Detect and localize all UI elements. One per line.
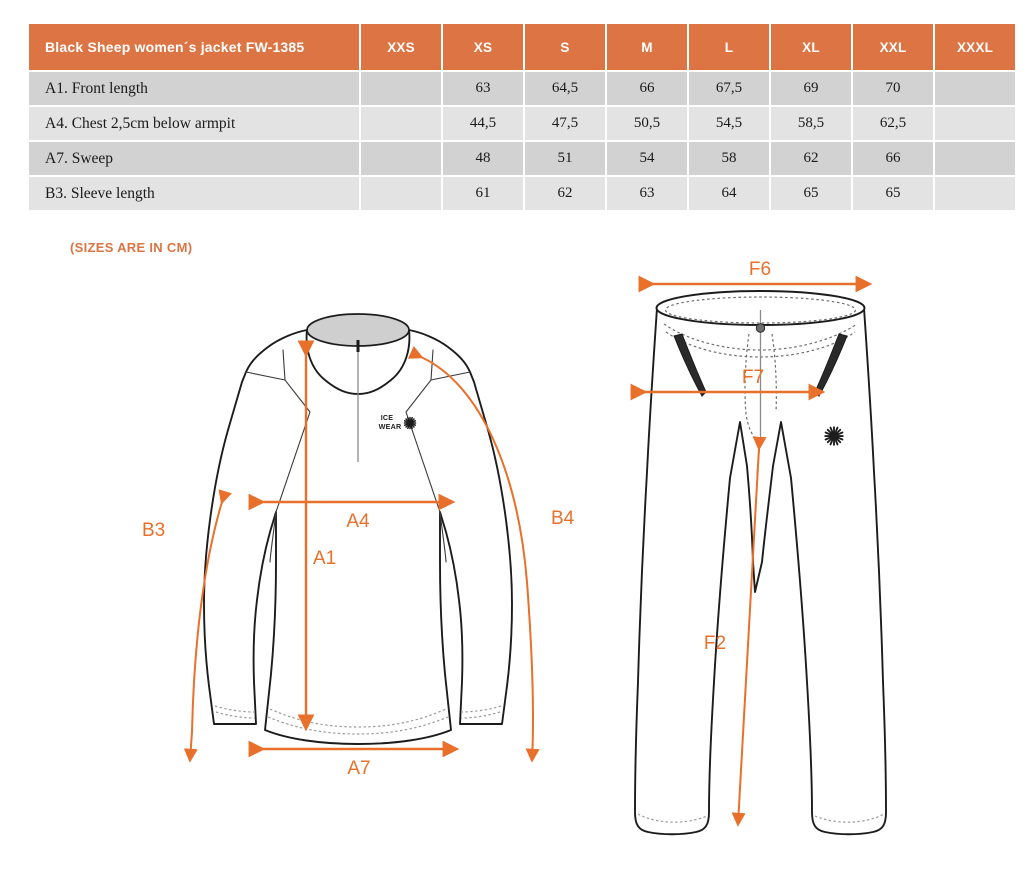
row-label: A1. Front length: [29, 72, 359, 105]
column-header-l: L: [689, 24, 769, 70]
cell-value: 54,5: [689, 107, 769, 140]
cell-value: 65: [771, 177, 851, 210]
table-title: Black Sheep women´s jacket FW-1385: [29, 24, 359, 70]
measure-arrow-b3: B3: [142, 489, 232, 763]
row-label: A4. Chest 2,5cm below armpit: [29, 107, 359, 140]
cell-value: 61: [443, 177, 523, 210]
measure-label-a4: A4: [346, 511, 370, 532]
row-label: B3. Sleeve length: [29, 177, 359, 210]
cell-value: [361, 72, 441, 105]
table-header-row: Black Sheep women´s jacket FW-1385 XXS X…: [29, 24, 1015, 70]
svg-text:ICE: ICE: [381, 413, 394, 422]
measure-label-f6: F6: [749, 259, 771, 280]
measure-arrow-a7: A7: [248, 740, 460, 779]
jacket-diagram: ICE WEAR: [110, 262, 610, 887]
cell-value: [361, 107, 441, 140]
cell-value: [361, 177, 441, 210]
cell-value: [361, 142, 441, 175]
table-row: A7. Sweep 48 51 54 58 62 66: [29, 142, 1015, 175]
units-note: (SIZES ARE IN CM): [70, 240, 193, 255]
cell-value: 47,5: [525, 107, 605, 140]
size-chart-table: Black Sheep women´s jacket FW-1385 XXS X…: [27, 22, 1015, 212]
measure-arrow-a1: A1: [297, 340, 336, 732]
cell-value: 58,5: [771, 107, 851, 140]
table-row: B3. Sleeve length 61 62 63 64 65 65: [29, 177, 1015, 210]
cell-value: 69: [771, 72, 851, 105]
cell-value: 62,5: [853, 107, 933, 140]
measurements-table: Black Sheep women´s jacket FW-1385 XXS X…: [27, 22, 1017, 212]
cell-value: [935, 107, 1015, 140]
cell-value: 50,5: [607, 107, 687, 140]
column-header-xxs: XXS: [361, 24, 441, 70]
cell-value: 64,5: [525, 72, 605, 105]
measure-label-f7: F7: [742, 367, 764, 388]
row-label: A7. Sweep: [29, 142, 359, 175]
measure-label-a7: A7: [347, 758, 370, 779]
column-header-xxl: XXL: [853, 24, 933, 70]
column-header-xl: XL: [771, 24, 851, 70]
cell-value: 51: [525, 142, 605, 175]
measure-arrow-f6: F6: [638, 259, 873, 293]
measure-arrow-f7: F7: [630, 367, 826, 401]
cell-value: 48: [443, 142, 523, 175]
measure-label-a1: A1: [313, 548, 336, 569]
measure-label-f2: F2: [704, 633, 726, 654]
column-header-s: S: [525, 24, 605, 70]
cell-value: [935, 142, 1015, 175]
cell-value: 66: [607, 72, 687, 105]
cell-value: 44,5: [443, 107, 523, 140]
cell-value: 66: [853, 142, 933, 175]
cell-value: 58: [689, 142, 769, 175]
measure-arrow-b4: B4: [407, 345, 575, 763]
cell-value: [935, 72, 1015, 105]
cell-value: 65: [853, 177, 933, 210]
svg-text:WEAR: WEAR: [379, 422, 402, 431]
cell-value: 62: [771, 142, 851, 175]
cell-value: [935, 177, 1015, 210]
column-header-xxxl: XXXL: [935, 24, 1015, 70]
cell-value: 63: [607, 177, 687, 210]
measure-arrow-f2: F2: [704, 436, 767, 827]
measure-label-b4: B4: [551, 508, 575, 529]
column-header-m: M: [607, 24, 687, 70]
table-row: A1. Front length 63 64,5 66 67,5 69 70: [29, 72, 1015, 105]
garment-diagrams: ICE WEAR: [0, 259, 1032, 887]
cell-value: 67,5: [689, 72, 769, 105]
cell-value: 54: [607, 142, 687, 175]
cell-value: 64: [689, 177, 769, 210]
cell-value: 70: [853, 72, 933, 105]
table-row: A4. Chest 2,5cm below armpit 44,5 47,5 5…: [29, 107, 1015, 140]
measure-label-b3: B3: [142, 520, 165, 541]
pants-hem-stitching: [637, 813, 885, 823]
snowflake-icon: [824, 426, 844, 446]
column-header-xs: XS: [443, 24, 523, 70]
cell-value: 63: [443, 72, 523, 105]
cell-value: 62: [525, 177, 605, 210]
pants-diagram: F6 F7 F2: [610, 259, 1030, 887]
snowflake-icon: [403, 416, 417, 430]
